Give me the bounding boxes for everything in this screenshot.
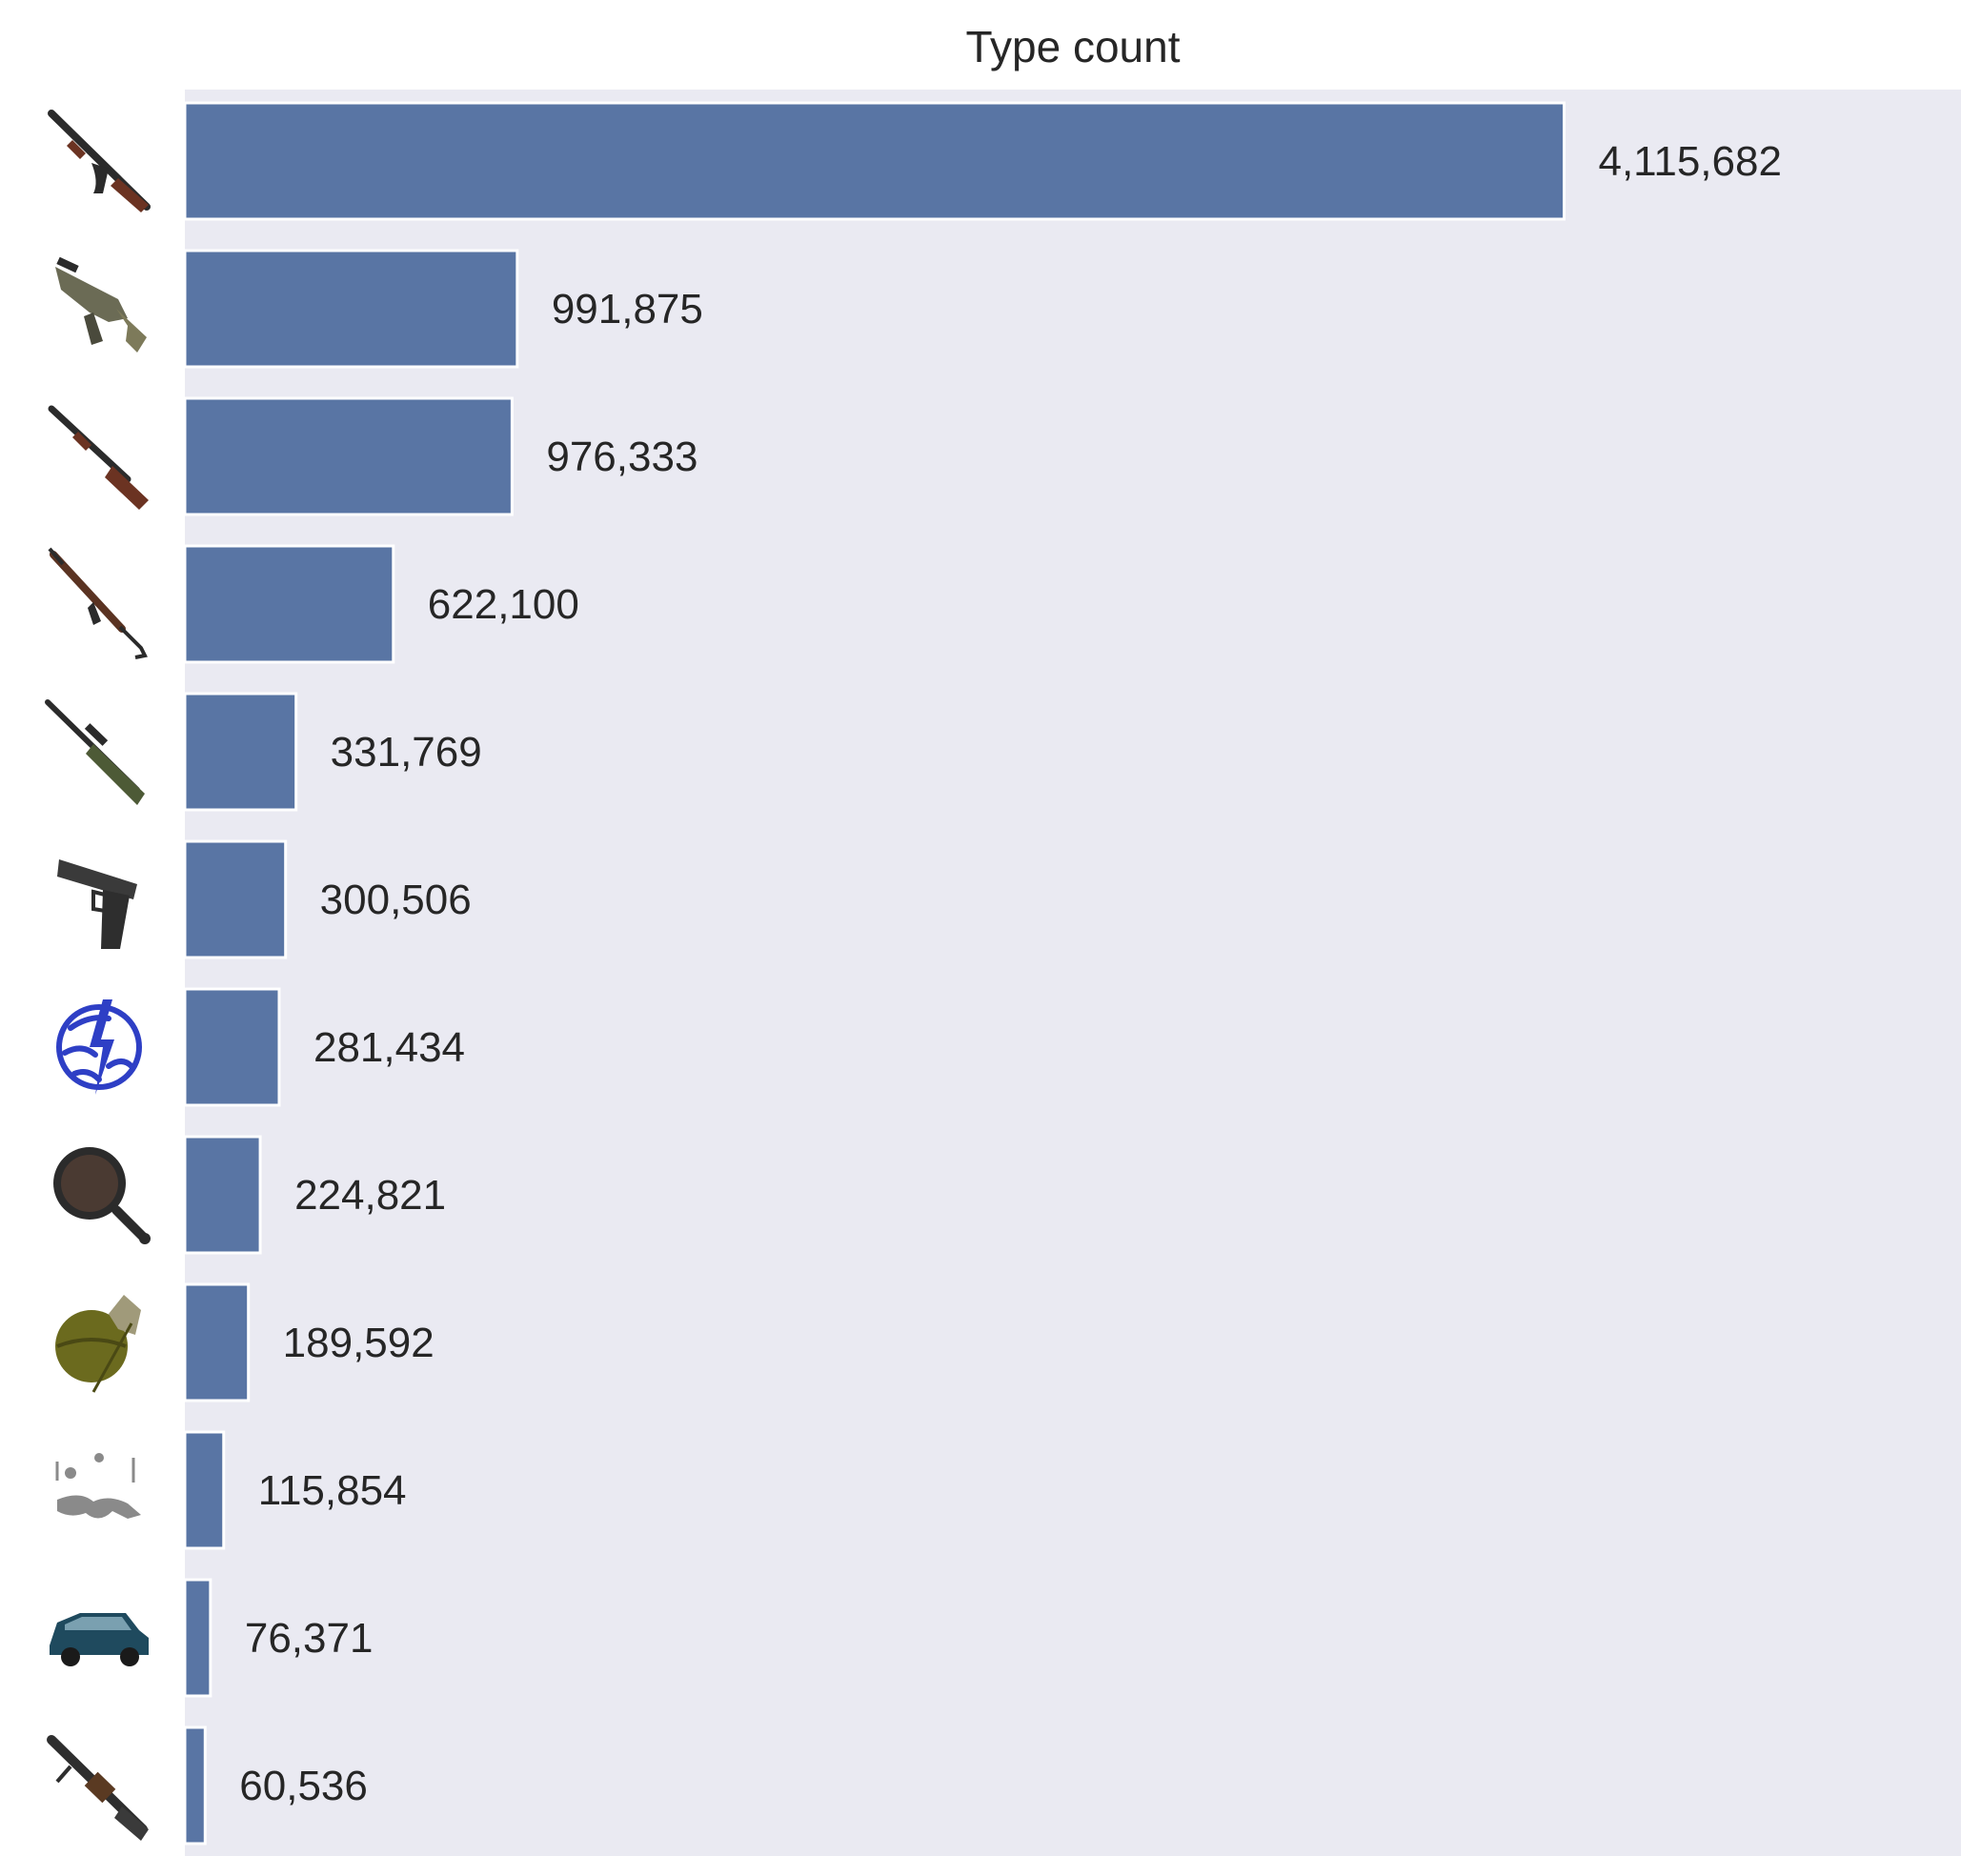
bar-value-label: 224,821 [294,1172,446,1219]
bar-value-label: 281,434 [313,1024,465,1071]
chart-title: Type count [965,22,1180,71]
bar [183,101,1566,221]
bar-value-label: 115,854 [258,1467,407,1514]
bluezone-icon [56,999,142,1095]
bar-value-label: 300,506 [320,877,472,923]
bar [183,692,298,812]
bar-value-label: 60,536 [239,1763,368,1809]
bar [183,1282,251,1402]
category-icons [45,110,151,1841]
smg-icon [55,256,147,353]
assault-rifle-icon [48,110,151,212]
bar [183,544,395,664]
shotgun-icon [48,405,149,510]
frying-pan-icon [53,1147,151,1244]
fall-damage-icon [55,1453,141,1519]
bar-value-label: 76,371 [245,1615,374,1662]
sniper-rifle-icon [45,699,145,805]
bar [183,839,288,959]
grenade-icon [55,1295,141,1393]
bar-value-label: 189,592 [283,1320,435,1366]
bars [183,101,1566,1846]
light-machine-gun-icon [47,1735,149,1841]
bar [183,1725,207,1846]
bar [183,1135,262,1255]
pistol-icon [57,859,137,949]
bar-value-label: 622,100 [428,581,579,628]
bar-value-label: 4,115,682 [1598,138,1781,185]
bar [183,1430,226,1550]
bar [183,249,519,369]
dmr-rifle-icon [48,547,148,659]
bar-value-label: 991,875 [552,286,703,333]
bar-value-label: 331,769 [331,729,482,776]
vehicle-icon [50,1613,149,1666]
bar-value-label: 976,333 [546,434,697,480]
plot-area [185,90,1961,1856]
bar [183,396,514,516]
bar [183,1578,212,1698]
bar [183,987,281,1107]
value-labels: 4,115,682 991,875 976,333 622,100 331,769 300… [239,138,1782,1809]
